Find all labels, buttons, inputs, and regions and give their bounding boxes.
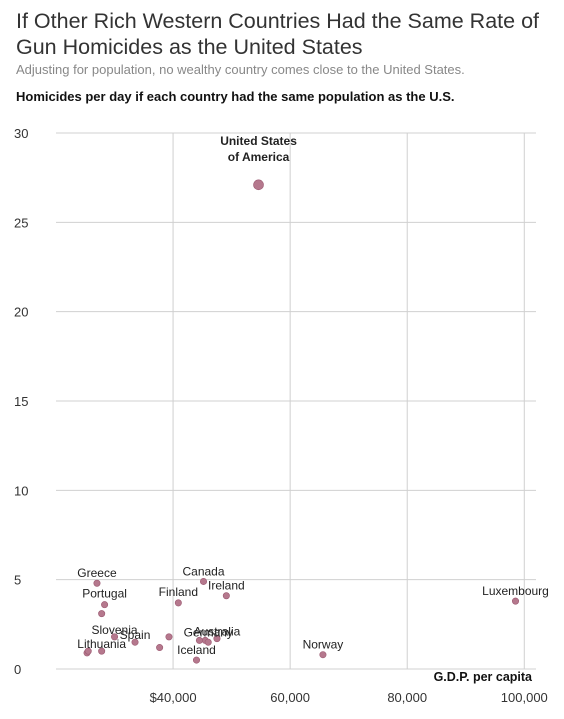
point-label-line: United States bbox=[220, 134, 297, 148]
point-label: Germany bbox=[184, 625, 233, 639]
point-label-line: Norway bbox=[303, 638, 344, 652]
data-point bbox=[200, 577, 208, 585]
data-point bbox=[204, 638, 212, 646]
data-point bbox=[98, 647, 106, 655]
data-point bbox=[213, 635, 221, 643]
point-label-line: Germany bbox=[184, 625, 233, 639]
x-tick-label: 60,000 bbox=[270, 690, 310, 705]
point-label: Norway bbox=[303, 638, 344, 652]
point-label: Slovenia bbox=[92, 623, 138, 637]
point-label: United States of America bbox=[220, 134, 297, 164]
point-label: Iceland bbox=[177, 643, 216, 657]
point-label: Australia bbox=[194, 625, 241, 639]
point-label: Luxembourg bbox=[482, 584, 549, 598]
x-tick-label: 80,000 bbox=[387, 690, 427, 705]
point-label-line: Ireland bbox=[208, 579, 245, 593]
point-label: Greece bbox=[77, 566, 117, 580]
data-point bbox=[93, 579, 101, 587]
point-label: Portugal bbox=[82, 587, 127, 601]
x-axis-title: G.D.P. per capita bbox=[434, 670, 533, 684]
data-point bbox=[192, 656, 200, 664]
point-label-line: Greece bbox=[77, 566, 117, 580]
data-point bbox=[222, 592, 230, 600]
point-label: Spain bbox=[120, 628, 151, 642]
point-label-line: Lithuania bbox=[77, 637, 126, 651]
chart-title: Homicides per day if each country had th… bbox=[16, 89, 455, 104]
data-point bbox=[165, 633, 173, 641]
point-label-line: Luxembourg bbox=[482, 584, 549, 598]
y-tick-label: 30 bbox=[14, 126, 28, 141]
y-tick-label: 20 bbox=[14, 305, 28, 320]
data-point bbox=[84, 647, 92, 655]
page-subheadline: Adjusting for population, no wealthy cou… bbox=[16, 62, 465, 77]
x-tick-label: 100,000 bbox=[501, 690, 548, 705]
point-label-line: Australia bbox=[194, 625, 241, 639]
y-tick-label: 10 bbox=[14, 483, 28, 498]
point-label-line: Spain bbox=[120, 628, 151, 642]
point-label-line: Iceland bbox=[177, 643, 216, 657]
y-tick-label: 25 bbox=[14, 215, 28, 230]
data-point bbox=[253, 179, 264, 191]
data-point bbox=[101, 601, 109, 609]
point-label: Ireland bbox=[208, 579, 245, 593]
point-label: Canada bbox=[182, 564, 224, 578]
y-tick-label: 15 bbox=[14, 394, 28, 409]
point-label-line: Canada bbox=[182, 564, 224, 578]
point-label: Lithuania bbox=[77, 637, 126, 651]
data-point bbox=[174, 599, 182, 607]
data-point bbox=[512, 597, 520, 605]
y-tick-label: 0 bbox=[14, 662, 21, 677]
point-label-line: Slovenia bbox=[92, 623, 138, 637]
x-tick-label: $40,000 bbox=[150, 690, 197, 705]
data-point bbox=[111, 633, 119, 641]
point-label-line: Finland bbox=[159, 585, 198, 599]
data-point bbox=[131, 638, 139, 646]
y-tick-label: 5 bbox=[14, 573, 21, 588]
data-point bbox=[319, 651, 327, 659]
point-label-line: of America bbox=[228, 150, 290, 164]
data-point bbox=[98, 610, 106, 618]
point-label-line: Portugal bbox=[82, 587, 127, 601]
page-headline: If Other Rich Western Countries Had the … bbox=[16, 9, 540, 59]
data-point bbox=[195, 636, 203, 644]
point-label: Finland bbox=[159, 585, 198, 599]
scatter-chart: 0 5 10 15 20 25 30 $40,000 60,000 80,000 100,000 G.… bbox=[14, 126, 549, 705]
data-point bbox=[156, 644, 164, 652]
